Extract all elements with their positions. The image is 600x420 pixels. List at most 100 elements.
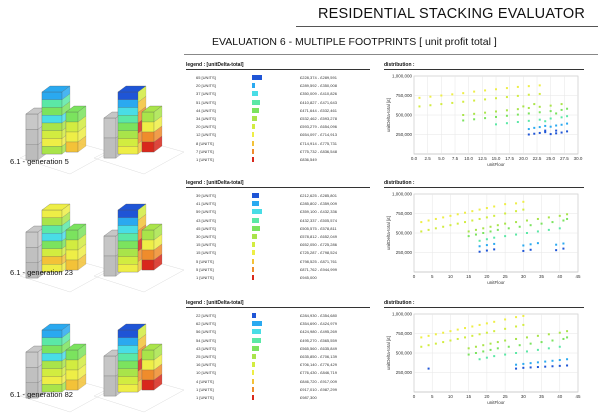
legend-color-bar <box>252 209 262 215</box>
x-axis-label: unitFloor <box>487 162 505 167</box>
scatter-point <box>515 367 518 370</box>
legend-value-range: £285,802 - £359,009 <box>300 201 337 207</box>
distribution-divider <box>384 187 584 188</box>
legend-value-range: £725,287 - £798,524 <box>300 250 337 256</box>
x-tick-label: 35 <box>539 274 545 279</box>
legend-item: 4 [UNITS] £846,720 - £917,009 <box>186 378 370 386</box>
scatter-point <box>533 126 536 129</box>
legend-item: 45 [UNITS] £505,575 - £578,811 <box>186 225 370 233</box>
legend-item: 16 [UNITS] £706,140 - £776,429 <box>186 361 370 369</box>
legend-value-range: £228,374 - £289,591 <box>300 75 337 80</box>
y-tick-label: 500,000 <box>396 351 413 356</box>
y-tick-label: 750,000 <box>396 211 413 216</box>
legend-color-bar <box>252 329 262 335</box>
scatter-point <box>484 111 487 114</box>
scatter-point <box>555 124 558 127</box>
y-tick-label: 500,000 <box>396 113 413 118</box>
x-tick-label: 15 <box>466 394 472 399</box>
y-tick-label: 250,000 <box>396 370 413 375</box>
legend-item: 22 [UNITS] £284,930 - £354,680 <box>186 312 370 320</box>
model-b-color-tower <box>117 323 147 393</box>
scatter-point <box>516 113 519 116</box>
scatter-point <box>496 224 499 227</box>
scatter-point <box>434 217 437 220</box>
legend-value-range: £836,549 <box>300 157 317 162</box>
scatter-point <box>544 360 547 363</box>
legend-color-bar <box>252 321 262 327</box>
y-tick-label: 750,000 <box>396 331 413 336</box>
scatter-point <box>420 230 423 233</box>
legend-value-range: £776,430 - £846,719 <box>300 370 337 376</box>
scatter-point <box>478 250 481 253</box>
legend-unit-count: 43 [UNITS] <box>196 345 216 351</box>
scatter-point <box>515 221 518 224</box>
y-tick-label: 750,000 <box>396 93 413 98</box>
scatter-point <box>566 213 569 216</box>
y-tick-label: 1,000,000 <box>392 312 413 317</box>
x-tick-label: 0.0 <box>411 156 418 161</box>
scatter-point <box>549 125 552 128</box>
scatter-point <box>560 116 563 119</box>
legend-item: 1 [UNITS] £836,549 <box>186 156 370 164</box>
scatter-point <box>478 217 481 220</box>
scatter-point <box>566 358 569 361</box>
legend-unit-count: 12 [UNITS] <box>196 132 216 138</box>
legend-color-bar <box>252 275 254 280</box>
scatter-point <box>473 99 476 102</box>
legend-unit-count: 8 [UNITS] <box>196 140 214 146</box>
y-tick-label: 250,000 <box>396 132 413 137</box>
scatter-point <box>540 341 543 344</box>
scatter-point <box>515 325 518 328</box>
legend-unit-count: 1 [UNITS] <box>196 275 214 280</box>
legend-item: 56 [UNITS] £424,980 - £495,269 <box>186 328 370 336</box>
scatter-point <box>551 365 554 368</box>
scatter-point <box>527 133 530 136</box>
legend-value-range: £871,762 - £944,999 <box>300 266 337 272</box>
legend-item: 43 [UNITS] £565,560 - £635,849 <box>186 345 370 353</box>
legend-value-range: £471,644 - £532,461 <box>300 107 337 113</box>
x-tick-label: 45 <box>575 274 581 279</box>
scatter-point <box>536 348 539 351</box>
legend-value-range: £775,732 - £836,548 <box>300 148 337 154</box>
scatter-point <box>522 249 525 252</box>
scatter-point <box>493 236 496 239</box>
scatter-point <box>547 347 550 350</box>
x-tick-label: 17.5 <box>505 156 514 161</box>
legend-unit-count: 45 [UNITS] <box>196 225 216 231</box>
legend-color-bar <box>252 234 258 239</box>
scatter-point <box>529 243 532 246</box>
y-tick-label: 1,000,000 <box>392 192 413 197</box>
evaluation-row: 6.1 - generation 23 legend : [unitDelta-t… <box>0 180 600 300</box>
scatter-point <box>495 123 497 126</box>
legend-color-bar <box>252 354 257 359</box>
scatter-point <box>555 129 558 132</box>
legend-color-bar <box>252 83 256 89</box>
scatter-point <box>489 230 492 233</box>
legend-value-range: £432,337 - £505,574 <box>300 217 337 223</box>
legend-item: 37 [UNITS] £350,009 - £410,826 <box>186 90 370 98</box>
scatter-point <box>467 353 470 356</box>
legend-color-bar <box>252 313 256 318</box>
scatter-point <box>442 331 445 334</box>
legend-color-bar <box>252 225 260 231</box>
x-tick-label: 5 <box>431 274 434 279</box>
scatter-point <box>434 333 437 336</box>
scatter-point <box>551 339 554 342</box>
scatter-point <box>427 228 430 231</box>
scatter-point <box>420 221 423 224</box>
scatter-point <box>464 327 467 330</box>
scatter-point <box>493 248 496 251</box>
model-b-side-tower <box>141 105 163 153</box>
scatter-point <box>515 316 518 319</box>
scatter-point <box>560 103 563 106</box>
scatter-point <box>527 119 530 122</box>
legend-color-bar <box>252 148 254 154</box>
legend-item: 7 [UNITS] £775,732 - £836,548 <box>186 148 370 156</box>
legend-unit-count: 15 [UNITS] <box>196 242 216 248</box>
building-massing-models <box>20 85 185 175</box>
legend-color-bar <box>252 337 261 343</box>
scatter-point <box>515 210 518 213</box>
scatter-point <box>464 336 467 339</box>
y-tick-label: 1,000,000 <box>392 74 413 79</box>
legend-unit-count: 1 [UNITS] <box>196 395 214 400</box>
